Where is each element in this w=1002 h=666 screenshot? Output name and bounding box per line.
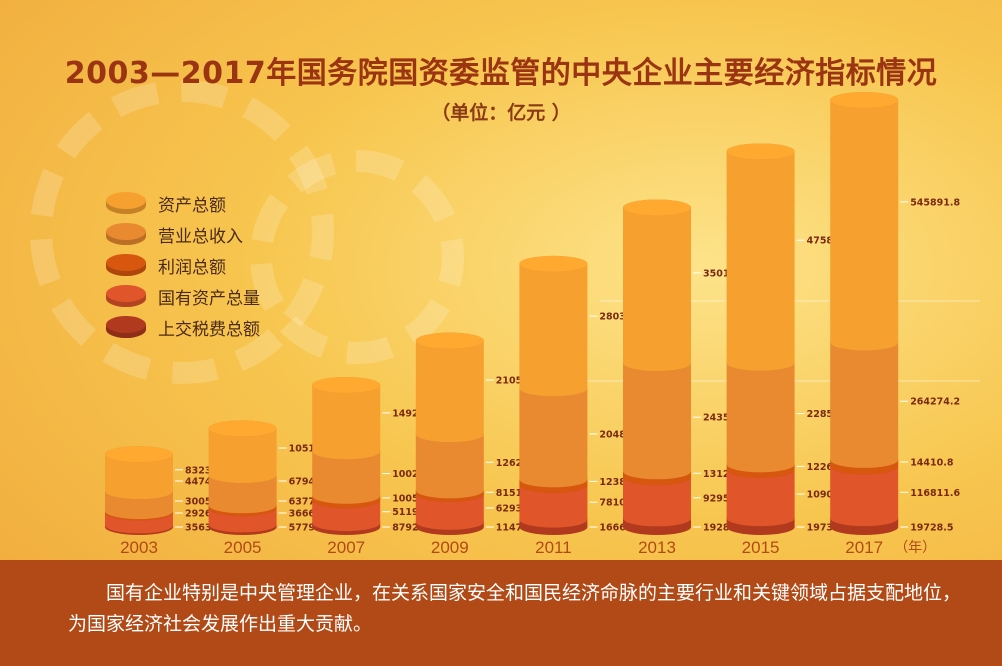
x-tick-label: 2005	[224, 538, 262, 557]
bar-segment	[105, 454, 173, 500]
x-tick-label: 2003	[120, 538, 158, 557]
value-label: 8792.1	[392, 523, 429, 534]
value-label: 19728.5	[910, 523, 953, 534]
value-label: 78102.2	[599, 498, 642, 509]
bar-segment	[415, 434, 484, 499]
bar-segment	[312, 500, 381, 532]
bar-segment	[312, 385, 381, 460]
legend-label: 营业总收入	[158, 227, 243, 247]
chart-title: 2003—2017年国务院国资委监管的中央企业主要经济指标情况	[64, 56, 938, 91]
value-label: 19731.5	[807, 523, 850, 534]
bar-top-cap	[519, 255, 588, 272]
value-label: 16666.3	[599, 523, 642, 534]
bar-segment	[415, 340, 484, 443]
bar-group-2017: 19728.5 116811.6 14410.8 264274.2 545891.8	[830, 92, 960, 535]
value-label: 3005.9	[185, 497, 222, 508]
bar-top-cap	[726, 143, 795, 160]
bar-segment	[105, 491, 173, 520]
bar-segment	[726, 469, 795, 527]
legend-label: 上交税费总额	[158, 320, 260, 340]
value-label: 36666.7	[289, 509, 332, 520]
legend-swatch	[106, 254, 146, 276]
value-label: 67945.4	[289, 477, 333, 488]
bar-segment	[623, 477, 691, 527]
x-tick-label: 2011	[535, 538, 572, 557]
legend-swatch	[106, 192, 146, 214]
value-label: 62931.7	[496, 503, 539, 514]
bar-segment	[726, 362, 795, 473]
caption-band	[0, 560, 1002, 666]
bar-segment	[830, 100, 899, 351]
x-tick-label: 2009	[431, 538, 469, 557]
bar-top-cap	[623, 199, 691, 216]
value-label: 545891.8	[910, 197, 960, 208]
bar-segment	[208, 475, 277, 514]
value-label: 12388.2	[599, 477, 642, 488]
bar-segment	[312, 451, 381, 504]
value-label: 116811.6	[910, 488, 960, 499]
bar-segment	[519, 388, 588, 488]
value-label: 92957.5	[703, 493, 746, 504]
bar-top-cap	[830, 92, 899, 108]
legend-swatch	[106, 316, 146, 338]
x-tick-label: 2017	[845, 538, 883, 557]
bar-top-cap	[105, 446, 173, 463]
value-label: 29262.6	[185, 509, 229, 520]
legend-label: 资产总额	[158, 196, 226, 216]
value-label: 13127.9	[703, 469, 746, 480]
legend-label: 国有资产总量	[158, 289, 260, 309]
bar-segment	[623, 363, 691, 480]
bar-segment	[623, 207, 691, 372]
bar-segment	[726, 151, 795, 371]
value-label: 6377.0	[289, 497, 326, 508]
value-label: 10055.7	[392, 493, 435, 504]
caption-text: 国有企业特别是中央管理企业，在关系国家安全和国民经济命脉的主要行业和关键领域占据…	[68, 582, 962, 635]
legend-label: 利润总额	[158, 258, 226, 278]
bar-segment	[208, 428, 277, 484]
x-unit-label: （年）	[894, 540, 936, 556]
bar-top-cap	[415, 332, 484, 349]
x-tick-label: 2007	[327, 538, 365, 557]
bar-group-2015: 19731.5109003.712266.4228521.3475807.8	[726, 143, 857, 535]
chart-unit: （单位：亿元 ）	[431, 102, 571, 124]
bar-segment	[830, 466, 899, 527]
value-label: 14410.8	[910, 457, 954, 468]
value-label: 264274.2	[910, 397, 960, 408]
bar-top-cap	[312, 377, 381, 394]
value-label: 5779.9	[289, 523, 326, 534]
bar-segment	[519, 484, 588, 528]
value-label: 12266.4	[807, 462, 851, 473]
bar-segment	[830, 342, 899, 468]
value-label: 51195.6	[392, 507, 436, 518]
value-label: 8151.2	[496, 488, 533, 499]
value-label: 11474.8	[496, 523, 540, 534]
value-label: 3563.1	[185, 523, 222, 534]
x-tick-label: 2013	[638, 538, 676, 557]
bar-segment	[519, 263, 588, 397]
bar-segment	[415, 493, 484, 530]
legend-swatch	[106, 285, 146, 307]
value-label: 83232.3	[185, 465, 228, 476]
bar-top-cap	[208, 420, 277, 437]
x-tick-label: 2015	[742, 538, 780, 557]
legend-swatch	[106, 223, 146, 245]
value-label: 44748.1	[185, 477, 228, 488]
value-label: 19281.8	[703, 523, 747, 534]
